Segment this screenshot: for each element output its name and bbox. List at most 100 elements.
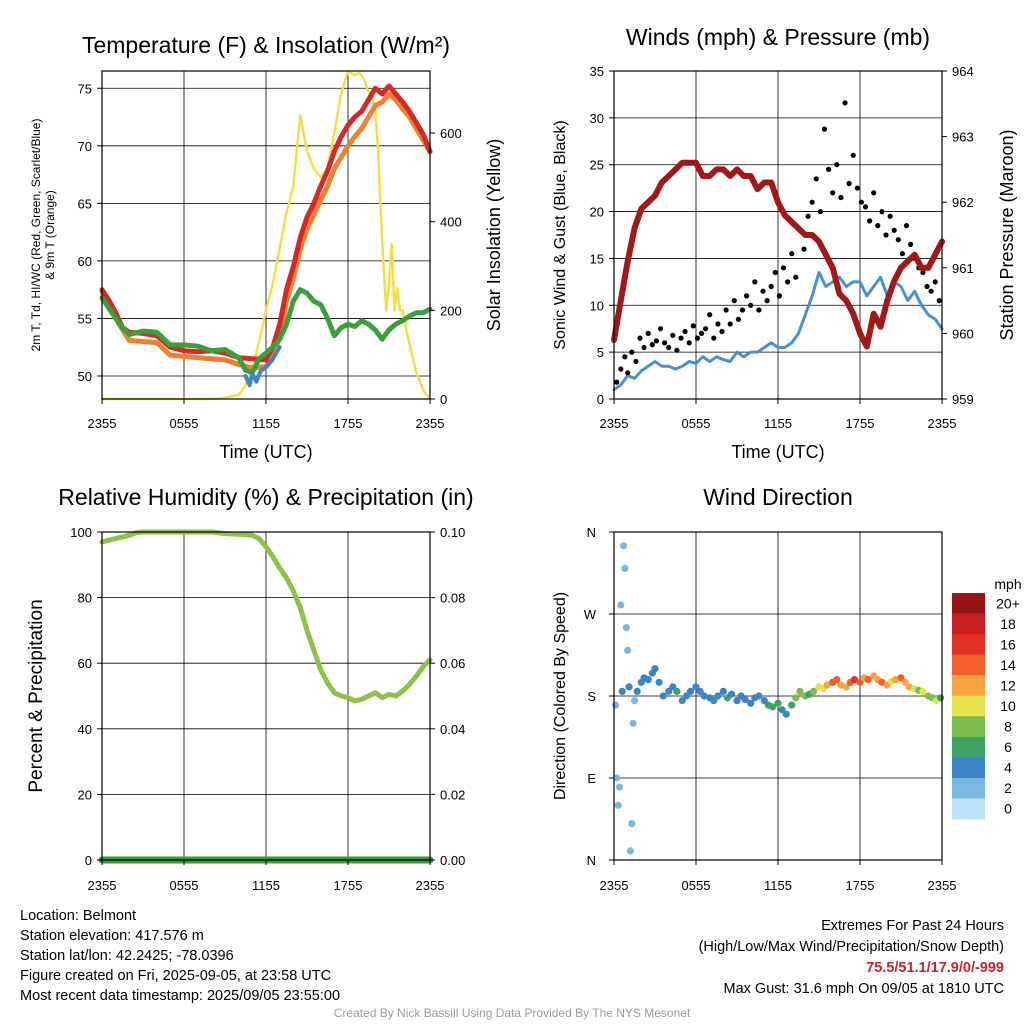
direction-point — [686, 687, 695, 696]
colorbar-label: 0 — [1004, 801, 1012, 817]
gust-point — [903, 223, 910, 229]
direction-point — [615, 783, 624, 791]
gust-point — [662, 340, 668, 346]
direction-point — [613, 774, 621, 782]
gust-point — [633, 358, 639, 365]
temp-ylabel-line1: 2m T, Td, HI/WC (Red, Green, Scarlet/Blu… — [29, 119, 43, 352]
rh-y2tick-label: 0.06 — [440, 656, 465, 671]
wind-xtick-label: 2355 — [600, 416, 629, 431]
direction-point — [633, 687, 641, 696]
rh-ytick-label: 0 — [85, 853, 92, 868]
gust-point — [735, 316, 742, 322]
colorbar-swatch — [952, 654, 985, 676]
colorbar-swatch — [952, 736, 985, 758]
wind-ytick-label: 30 — [590, 111, 604, 126]
gust-point — [698, 330, 705, 336]
direction-point — [727, 690, 736, 698]
direction-point — [714, 692, 722, 700]
wind-ytick-label: 0 — [597, 392, 604, 407]
temp-ytick-label: 75 — [78, 81, 92, 96]
heat-index-line — [243, 345, 282, 388]
direction-point — [682, 692, 691, 700]
gust-point — [871, 190, 877, 196]
rh-xtick-label: 0555 — [170, 878, 199, 893]
gust-point — [760, 288, 766, 294]
gust-point — [764, 298, 770, 304]
rh-ylabel: Percent & Precipitation — [26, 599, 47, 792]
gust-point — [785, 279, 791, 285]
gust-point — [830, 190, 836, 196]
gust-point — [883, 232, 889, 238]
temp-y2tick-label: 400 — [440, 215, 462, 230]
direction-point — [614, 801, 622, 809]
direction-point — [733, 697, 741, 705]
gust-point — [731, 298, 737, 304]
gust-point — [637, 335, 643, 341]
rh-ytick-label: 20 — [78, 787, 92, 802]
gust-point — [838, 194, 844, 201]
credit-text: Created By Nick Bassill Using Data Provi… — [333, 1006, 691, 1020]
wind-ytick-label: 35 — [590, 64, 604, 79]
gust-point — [862, 204, 869, 210]
colorbar-title: mph — [994, 576, 1021, 592]
gust-point — [920, 269, 926, 276]
gust-point — [678, 335, 684, 341]
colorbar-label: 10 — [1000, 698, 1016, 714]
gust-point — [674, 347, 680, 353]
direction-point — [905, 683, 913, 691]
direction-point — [659, 692, 667, 700]
colorbar-swatch — [952, 757, 985, 779]
gust-point — [899, 251, 906, 257]
gust-point — [723, 307, 729, 313]
gust-point — [711, 335, 717, 341]
dir-ytick-label: N — [587, 525, 596, 540]
gust-point — [834, 162, 840, 168]
gust-point — [649, 342, 655, 348]
wind-ytick-label: 10 — [590, 298, 604, 313]
created-text: Figure created on Fri, 2025-09-05, at 23… — [20, 968, 332, 984]
direction-point — [919, 687, 927, 696]
direction-point — [673, 687, 681, 696]
dir-xtick-label: 0555 — [682, 878, 711, 893]
gust-point — [789, 251, 795, 257]
dir-ytick-label: S — [587, 689, 596, 704]
colorbar-label: 14 — [1000, 657, 1016, 673]
direction-point — [937, 694, 945, 702]
rh-y2tick-label: 0.04 — [440, 722, 465, 737]
gust-point — [780, 265, 787, 271]
wind-y2tick-label: 959 — [952, 392, 974, 407]
wind-ylabel: Sonic Wind & Gust (Blue, Black) — [552, 120, 569, 349]
rh-ytick-label: 60 — [78, 656, 92, 671]
rh-y2tick-label: 0.10 — [440, 525, 465, 540]
dir-ytick-label: E — [587, 771, 596, 786]
direction-point — [842, 683, 850, 691]
direction-point — [630, 697, 639, 705]
colorbar-swatch — [952, 675, 985, 697]
gust-point — [707, 312, 713, 318]
colorbar-label: 16 — [1000, 636, 1016, 652]
dir-ylabel: Direction (Colored By Speed) — [552, 592, 569, 800]
gust-point — [715, 321, 721, 327]
pressure-line — [611, 159, 945, 350]
extremes-legend: (High/Low/Max Wind/Precipitation/Snow De… — [698, 939, 1004, 955]
temp-ytick-label: 50 — [78, 369, 92, 384]
direction-point — [782, 710, 790, 718]
direction-point — [622, 624, 630, 632]
gust-point — [739, 307, 746, 313]
wind-y2tick-label: 963 — [952, 130, 974, 145]
gust-point — [682, 328, 688, 335]
direction-point — [624, 646, 632, 655]
gust-point — [801, 246, 807, 252]
dir-chart-title: Wind Direction — [703, 484, 853, 510]
direction-point — [621, 564, 629, 573]
direction-point — [651, 665, 659, 673]
gust-point — [821, 126, 828, 132]
direction-point — [629, 719, 637, 727]
temp-ytick-label: 60 — [78, 254, 92, 269]
wind-y2label: Station Pressure (Maroon) — [997, 129, 1017, 340]
direction-point — [618, 687, 626, 696]
colorbar-swatch — [952, 695, 985, 717]
temp-ytick-label: 55 — [78, 311, 92, 326]
dir-xtick-label: 1155 — [764, 878, 792, 893]
wind-ytick-label: 15 — [590, 251, 604, 266]
